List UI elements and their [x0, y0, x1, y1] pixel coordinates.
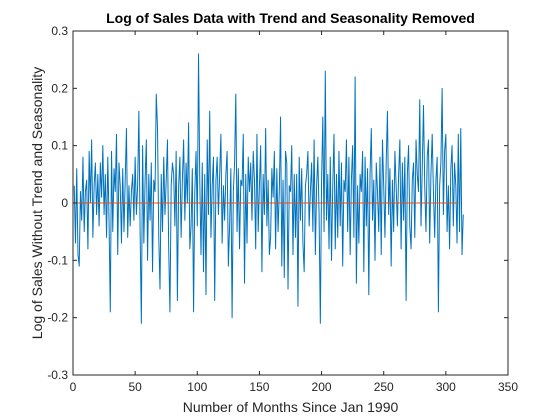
- y-tick-label: -0.1: [47, 253, 68, 267]
- x-tick-label: 350: [498, 380, 518, 394]
- y-tick-label: 0.2: [51, 81, 68, 95]
- series-line-detrended: [73, 53, 464, 324]
- y-tick-label: 0: [61, 196, 68, 210]
- x-tick-label: 150: [249, 380, 269, 394]
- y-tick-label: -0.3: [47, 368, 68, 382]
- x-tick-label: 200: [312, 380, 332, 394]
- x-axis-label: Number of Months Since Jan 1990: [183, 399, 399, 415]
- y-axis-label: Log of Sales Without Trend and Seasonali…: [29, 67, 45, 339]
- x-tick-label: 300: [436, 380, 456, 394]
- x-tick-label: 50: [128, 380, 142, 394]
- x-tick-label: 250: [374, 380, 394, 394]
- x-tick-label: 100: [187, 380, 207, 394]
- chart-title: Log of Sales Data with Trend and Seasona…: [106, 10, 475, 26]
- y-tick-label: 0.1: [51, 139, 68, 153]
- x-tick-label: 0: [70, 380, 77, 394]
- y-tick-label: -0.2: [47, 311, 68, 325]
- y-tick-label: 0.3: [51, 24, 68, 38]
